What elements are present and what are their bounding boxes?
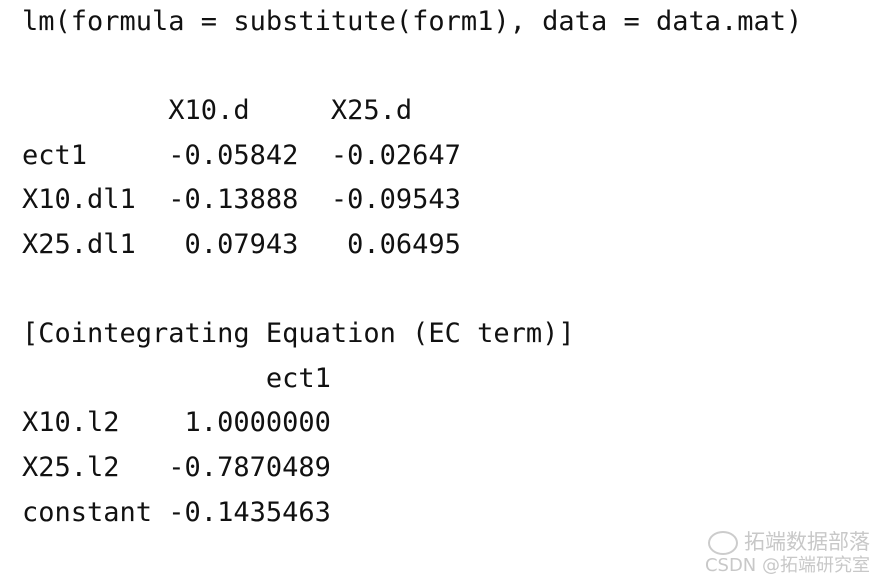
coef-header: X10.d X25.d (22, 95, 413, 127)
watermark-line2: CSDN @拓端研究室 (704, 555, 870, 576)
watermark: 拓端数据部落 CSDN @拓端研究室 (705, 529, 870, 577)
call-line: lm(formula = substitute(form1), data = d… (22, 6, 803, 37)
watermark-line1: 拓端数据部落 (744, 530, 870, 554)
r-console-output: lm(formula = substitute(form1), data = d… (22, 0, 802, 535)
blank-line (22, 45, 802, 90)
blank-line (22, 268, 802, 313)
wechat-icon (708, 531, 738, 555)
ec-row-constant: constant -0.1435463 (22, 496, 331, 528)
ec-term-title: [Cointegrating Equation (EC term)] (22, 318, 575, 350)
ec-header: ect1 (22, 362, 331, 394)
ec-row-x25-l2: X25.l2 -0.7870489 (22, 451, 331, 483)
coef-row-x10-dl1: X10.dl1 -0.13888 -0.09543 (22, 184, 461, 216)
coef-row-x25-dl1: X25.dl1 0.07943 0.06495 (22, 228, 461, 260)
coef-row-ect1: ect1 -0.05842 -0.02647 (22, 139, 461, 171)
ec-row-x10-l2: X10.l2 1.0000000 (22, 407, 331, 439)
